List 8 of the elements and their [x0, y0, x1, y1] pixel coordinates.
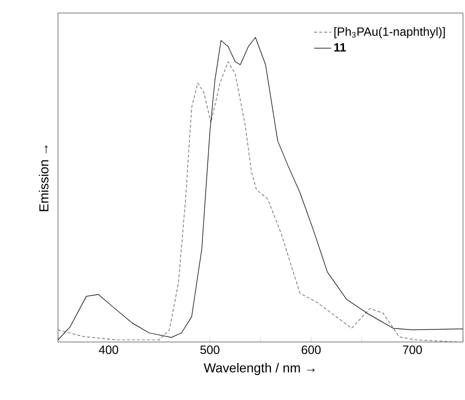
x-tick-label: 400 [98, 346, 118, 354]
x-tick-label: 500 [200, 346, 220, 354]
y-axis-title: Emission → [38, 145, 48, 212]
x-tick-label: 700 [402, 346, 422, 354]
x-axis-title: Wavelength / nm → [204, 362, 315, 376]
x-tick-label: 600 [302, 346, 321, 354]
legend-label: 11 [334, 43, 346, 52]
legend-label: [Ph$_{3}$PAu(1-naphthyl)] [334, 27, 445, 38]
